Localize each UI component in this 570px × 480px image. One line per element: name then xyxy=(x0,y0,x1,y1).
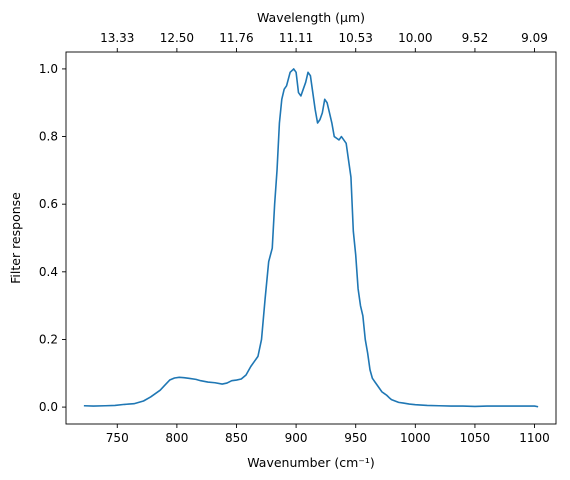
top-axis-label: Wavelength (μm) xyxy=(257,10,365,25)
top-tick-label: 12.50 xyxy=(160,31,194,45)
top-tick-label: 10.53 xyxy=(339,31,373,45)
top-axis-ticks: 13.33 12.50 11.76 11.11 10.53 10.00 9.52 9.09 xyxy=(100,31,548,52)
y-axis-ticks: 0.0 0.2 0.4 0.6 0.8 1.0 xyxy=(39,62,66,414)
top-tick-label: 11.76 xyxy=(219,31,253,45)
x-tick-label: 1050 xyxy=(460,431,491,445)
top-tick-label: 11.11 xyxy=(279,31,313,45)
top-tick-label: 9.52 xyxy=(462,31,489,45)
y-tick-label: 0.2 xyxy=(39,332,58,346)
x-tick-label: 800 xyxy=(165,431,188,445)
x-tick-label: 950 xyxy=(344,431,367,445)
x-tick-label: 750 xyxy=(106,431,129,445)
x-tick-label: 900 xyxy=(285,431,308,445)
x-tick-label: 1100 xyxy=(519,431,550,445)
plot-frame xyxy=(65,51,557,425)
y-tick-label: 0.0 xyxy=(39,400,58,414)
y-tick-label: 0.6 xyxy=(39,197,58,211)
x-tick-label: 850 xyxy=(225,431,248,445)
top-tick-label: 13.33 xyxy=(100,31,134,45)
y-tick-label: 1.0 xyxy=(39,62,58,76)
y-tick-label: 0.4 xyxy=(39,265,58,279)
filter-response-line xyxy=(83,68,539,408)
top-tick-label: 9.09 xyxy=(521,31,548,45)
x-tick-label: 1000 xyxy=(400,431,431,445)
x-axis-ticks: 750 800 850 900 950 1000 1050 1100 xyxy=(106,424,550,445)
x-axis-label: Wavenumber (cm⁻¹) xyxy=(247,455,374,470)
top-tick-label: 10.00 xyxy=(398,31,432,45)
y-tick-label: 0.8 xyxy=(39,130,58,144)
y-axis-label: Filter response xyxy=(8,192,23,284)
